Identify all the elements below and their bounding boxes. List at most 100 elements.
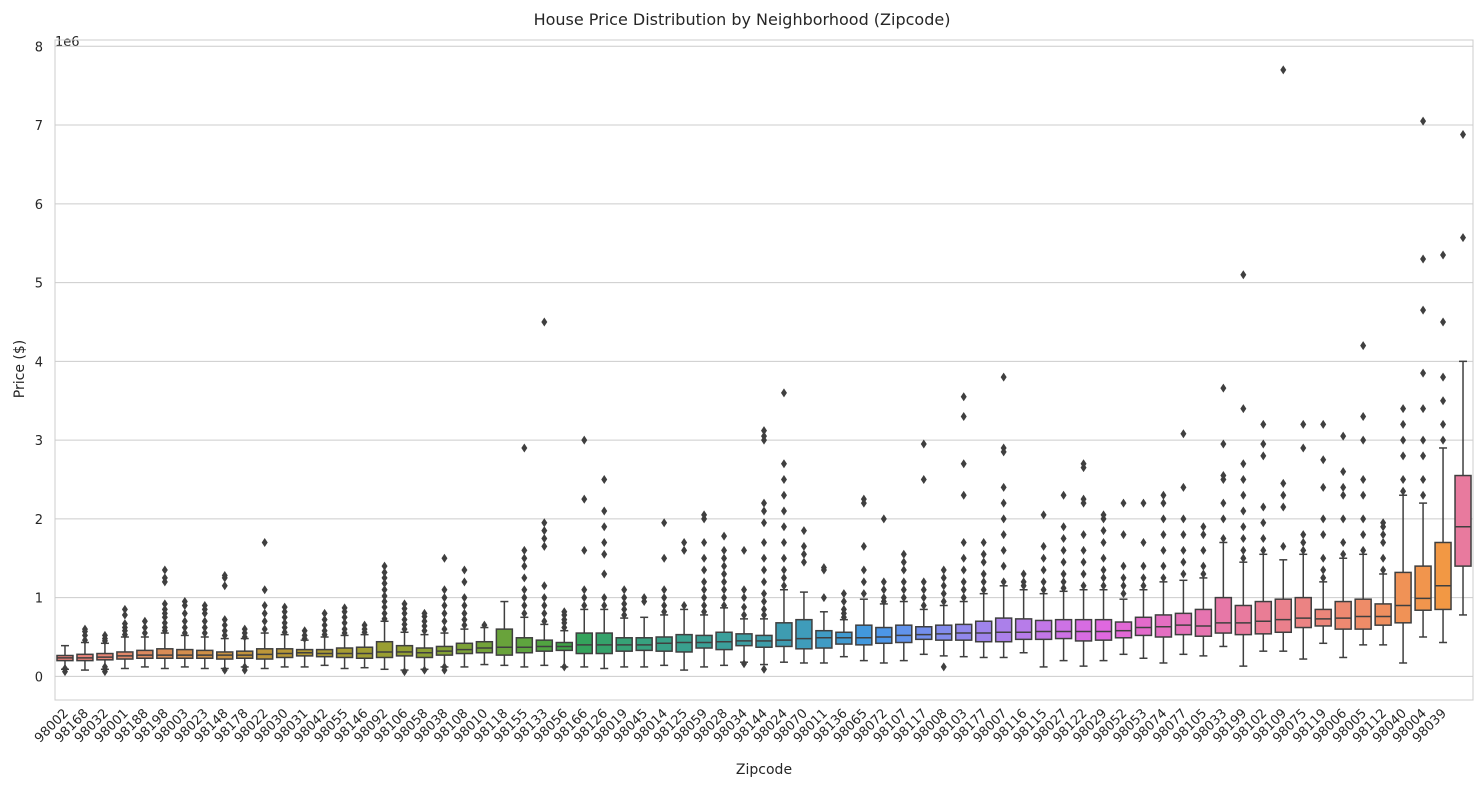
box-group	[96, 630, 114, 677]
outlier-point	[721, 531, 728, 541]
y-tick-label: 6	[35, 198, 43, 213]
outlier-point	[1080, 459, 1087, 469]
outlier-point	[441, 553, 448, 563]
outlier-point	[1120, 561, 1127, 571]
outlier-point	[721, 600, 728, 610]
box-group	[974, 537, 993, 659]
outlier-point	[261, 600, 268, 610]
outlier-point	[1340, 431, 1347, 441]
outlier-point	[940, 573, 947, 583]
outlier-point	[860, 589, 867, 599]
outlier-point	[1240, 506, 1247, 516]
outlier-point	[601, 549, 608, 559]
outlier-point	[1300, 537, 1307, 547]
outlier-point	[1020, 577, 1027, 587]
outlier-point	[741, 659, 748, 669]
y-ticks: 0 1 2 3 4 5 6 7 8	[35, 40, 43, 685]
box-group	[295, 626, 314, 668]
box	[1154, 614, 1173, 638]
box-group	[575, 435, 593, 668]
outlier-point	[161, 599, 168, 609]
box-group	[375, 561, 394, 671]
outlier-point	[461, 565, 468, 575]
outlier-point	[1180, 482, 1187, 492]
outlier-point	[1220, 383, 1227, 393]
outlier-point	[1360, 411, 1367, 421]
box-group	[235, 624, 254, 675]
outlier-point	[1420, 305, 1427, 315]
outlier-point	[281, 607, 288, 617]
box-group	[455, 565, 474, 668]
outlier-point	[701, 553, 708, 563]
outlier-point	[261, 537, 268, 547]
box-group	[415, 608, 434, 675]
outlier-point	[761, 577, 767, 587]
outlier-point	[121, 610, 128, 620]
outlier-point	[1160, 498, 1167, 508]
outlier-point	[920, 577, 927, 587]
outlier-point	[1320, 455, 1327, 465]
outlier-point	[1180, 530, 1187, 540]
outlier-point	[1160, 490, 1167, 500]
outlier-point	[621, 585, 628, 595]
y-tick-label: 5	[35, 277, 43, 292]
outlier-point	[1160, 545, 1167, 555]
outlier-point	[681, 600, 688, 610]
box-group	[1434, 250, 1452, 644]
outlier-point	[701, 510, 708, 520]
outlier-point	[840, 589, 847, 599]
box-group	[136, 616, 154, 668]
box-group	[1074, 459, 1093, 667]
outlier-point	[761, 518, 767, 528]
y-scale-label: 1e6	[55, 35, 80, 50]
outlier-point	[1260, 518, 1267, 528]
box-group	[1294, 419, 1312, 660]
outlier-point	[1000, 443, 1007, 453]
outlier-point	[1420, 404, 1427, 414]
box	[875, 626, 893, 645]
outlier-point	[780, 573, 787, 583]
outlier-point	[1400, 474, 1407, 484]
outlier-point	[761, 431, 767, 441]
outlier-point	[201, 600, 208, 610]
outlier-point	[940, 662, 947, 672]
outlier-point	[701, 593, 708, 603]
outlier-point	[1240, 474, 1247, 484]
box-group	[1354, 341, 1372, 646]
box	[1014, 618, 1033, 641]
outlier-point	[541, 608, 548, 618]
y-tick-label: 2	[35, 513, 43, 528]
outlier-point	[121, 619, 128, 629]
outlier-point	[261, 608, 268, 618]
outlier-point	[541, 593, 548, 603]
outlier-point	[521, 553, 528, 563]
outlier-point	[561, 623, 568, 633]
outlier-point	[541, 600, 548, 610]
outlier-point	[621, 593, 628, 603]
box	[1394, 571, 1412, 624]
outlier-point	[860, 494, 867, 504]
outlier-point	[1300, 545, 1307, 555]
outlier-point	[1420, 368, 1427, 378]
outlier-point	[1240, 553, 1247, 563]
outlier-point	[780, 459, 787, 469]
outlier-point	[441, 593, 448, 603]
outlier-point	[1200, 522, 1207, 532]
outlier-point	[1180, 545, 1187, 555]
outlier-point	[461, 608, 468, 618]
outlier-point	[61, 663, 68, 673]
box-group	[675, 537, 693, 671]
outlier-point	[960, 490, 967, 500]
box-group	[655, 518, 673, 667]
y-tick-label: 1	[35, 592, 43, 607]
outlier-point	[1280, 541, 1287, 551]
outlier-point	[141, 628, 148, 638]
outlier-point	[601, 600, 608, 610]
outlier-point	[1100, 581, 1107, 591]
box	[176, 648, 194, 660]
outlier-point	[381, 614, 388, 624]
outlier-point	[661, 607, 668, 617]
outlier-point	[741, 593, 748, 603]
outlier-point	[161, 565, 168, 575]
outlier-point	[920, 600, 927, 610]
